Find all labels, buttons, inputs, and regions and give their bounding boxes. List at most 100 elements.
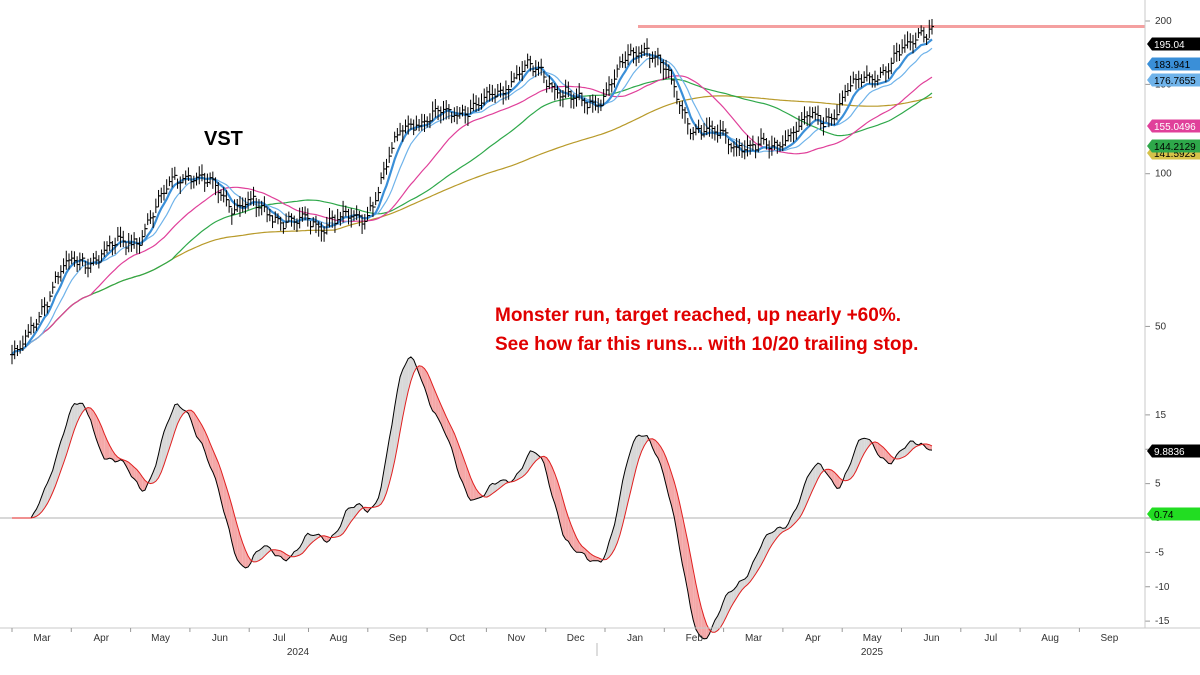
- osc-fill-segment: [896, 451, 900, 460]
- osc-fill-segment: [142, 476, 145, 492]
- osc-fill-segment: [476, 488, 479, 499]
- osc-fill-segment: [790, 512, 794, 528]
- osc-fill-segment: [112, 450, 116, 462]
- ma10-last-tag-bg: [1147, 57, 1200, 71]
- osc-fill-segment: [682, 515, 686, 577]
- osc-fill-segment: [641, 435, 645, 452]
- osc-fill-segment: [856, 440, 859, 471]
- osc-fill-segment: [172, 404, 175, 441]
- osc-fill-segment: [275, 549, 278, 556]
- osc-fill-segment: [402, 364, 406, 417]
- x-month-label: Jun: [923, 633, 939, 644]
- x-year-label: 2024: [287, 647, 310, 658]
- osc-fill-segment: [161, 431, 164, 473]
- osc-fill-segment: [530, 450, 534, 468]
- osc-fill-segment: [109, 445, 113, 460]
- osc-fill-segment: [850, 455, 854, 479]
- ma100-last-tag-bg: [1147, 139, 1200, 153]
- osc-fill-segment: [302, 536, 306, 554]
- osc-fill-segment: [117, 457, 121, 462]
- x-month-label: Oct: [449, 633, 465, 644]
- x-month-label: Nov: [508, 633, 526, 644]
- osc-fill-segment: [435, 391, 439, 419]
- osc-fill-segment: [39, 495, 42, 515]
- osc-fill-segment: [139, 472, 143, 492]
- osc-fill-segment: [527, 450, 531, 472]
- osc-fill-segment: [364, 507, 368, 513]
- osc-fill-segment: [277, 550, 281, 557]
- osc-fill-segment: [307, 533, 311, 547]
- x-month-label: Sep: [389, 633, 407, 644]
- osc-fill-segment: [440, 404, 444, 430]
- ma50-last-tag: 155.0496: [1154, 122, 1196, 133]
- osc-fill-segment: [457, 440, 460, 477]
- osc-fill-segment: [679, 502, 683, 564]
- osc-fill-segment: [497, 480, 501, 490]
- osc-fill-segment: [812, 465, 816, 491]
- osc-fill-segment: [448, 422, 452, 449]
- osc-fill-segment: [467, 470, 471, 501]
- osc-fill-segment: [568, 517, 572, 547]
- osc-fill-segment: [809, 469, 813, 497]
- osc-fill-segment: [315, 534, 319, 540]
- osc-fill-segment: [554, 473, 558, 514]
- price-y-tick-label: 100: [1155, 169, 1172, 180]
- osc-fill-segment: [98, 420, 102, 453]
- osc-fill-segment: [163, 424, 167, 465]
- osc-fill-segment: [66, 414, 69, 456]
- osc-fill-segment: [49, 470, 53, 499]
- osc-fill-segment: [212, 449, 216, 479]
- osc-fill-segment: [150, 472, 154, 484]
- osc-fill-segment: [343, 510, 346, 534]
- osc-fill-segment: [33, 509, 37, 518]
- osc-fill-segment: [883, 447, 886, 461]
- osc-fill-segment: [239, 534, 243, 567]
- osc-fill-segment: [180, 407, 183, 419]
- osc-fill-segment: [196, 416, 200, 440]
- osc-fill-segment: [79, 403, 83, 417]
- osc-fill-segment: [299, 542, 303, 555]
- osc-fill-segment: [609, 533, 612, 558]
- price-y-tick-label: 50: [1155, 321, 1167, 332]
- osc-fill-segment: [576, 537, 580, 553]
- osc-fill-segment: [695, 583, 699, 634]
- osc-fill-segment: [340, 518, 344, 536]
- osc-fill-segment: [671, 473, 675, 518]
- osc-fill-segment: [389, 424, 392, 484]
- osc-fill-segment: [752, 557, 756, 579]
- osc-fill-segment: [858, 438, 862, 465]
- osc-fill-segment: [258, 548, 262, 561]
- osc-fill-segment: [44, 483, 48, 509]
- osc-fill-segment: [443, 410, 447, 436]
- osc-fill-segment: [522, 462, 525, 478]
- osc-fill-segment: [587, 550, 591, 562]
- osc-fill-segment: [345, 508, 349, 530]
- osc-fill-segment: [552, 467, 555, 504]
- osc-fill-segment: [693, 569, 696, 630]
- osc-y-tick-label: -15: [1155, 616, 1170, 627]
- osc-fill-segment: [136, 469, 140, 489]
- osc-fill-segment: [492, 483, 496, 494]
- chart-title: VST: [204, 128, 243, 150]
- osc-fill-segment: [125, 460, 129, 471]
- price-last-tag: 195.04: [1154, 40, 1185, 51]
- osc-fill-segment: [902, 448, 905, 458]
- osc-fill-segment: [687, 541, 691, 608]
- osc-fill-segment: [807, 473, 810, 503]
- osc-fill-segment: [381, 471, 384, 504]
- osc-fill-segment: [438, 398, 441, 424]
- osc-y-tick-label: -10: [1155, 582, 1170, 593]
- osc-fill-segment: [446, 416, 449, 442]
- oscillator-layer: [12, 356, 933, 640]
- osc-fill-segment: [584, 548, 588, 560]
- osc-fill-segment: [60, 433, 64, 471]
- moving-average-layer: [11, 25, 1145, 356]
- osc-fill-segment: [747, 569, 751, 585]
- ma10-last-tag: 183.941: [1154, 60, 1191, 71]
- ma20-last-tag-bg: [1147, 73, 1200, 87]
- osc-fill-segment: [419, 365, 422, 382]
- osc-fill-segment: [495, 482, 498, 492]
- osc-slow-line: [12, 365, 933, 633]
- osc-fast-line: [12, 356, 933, 640]
